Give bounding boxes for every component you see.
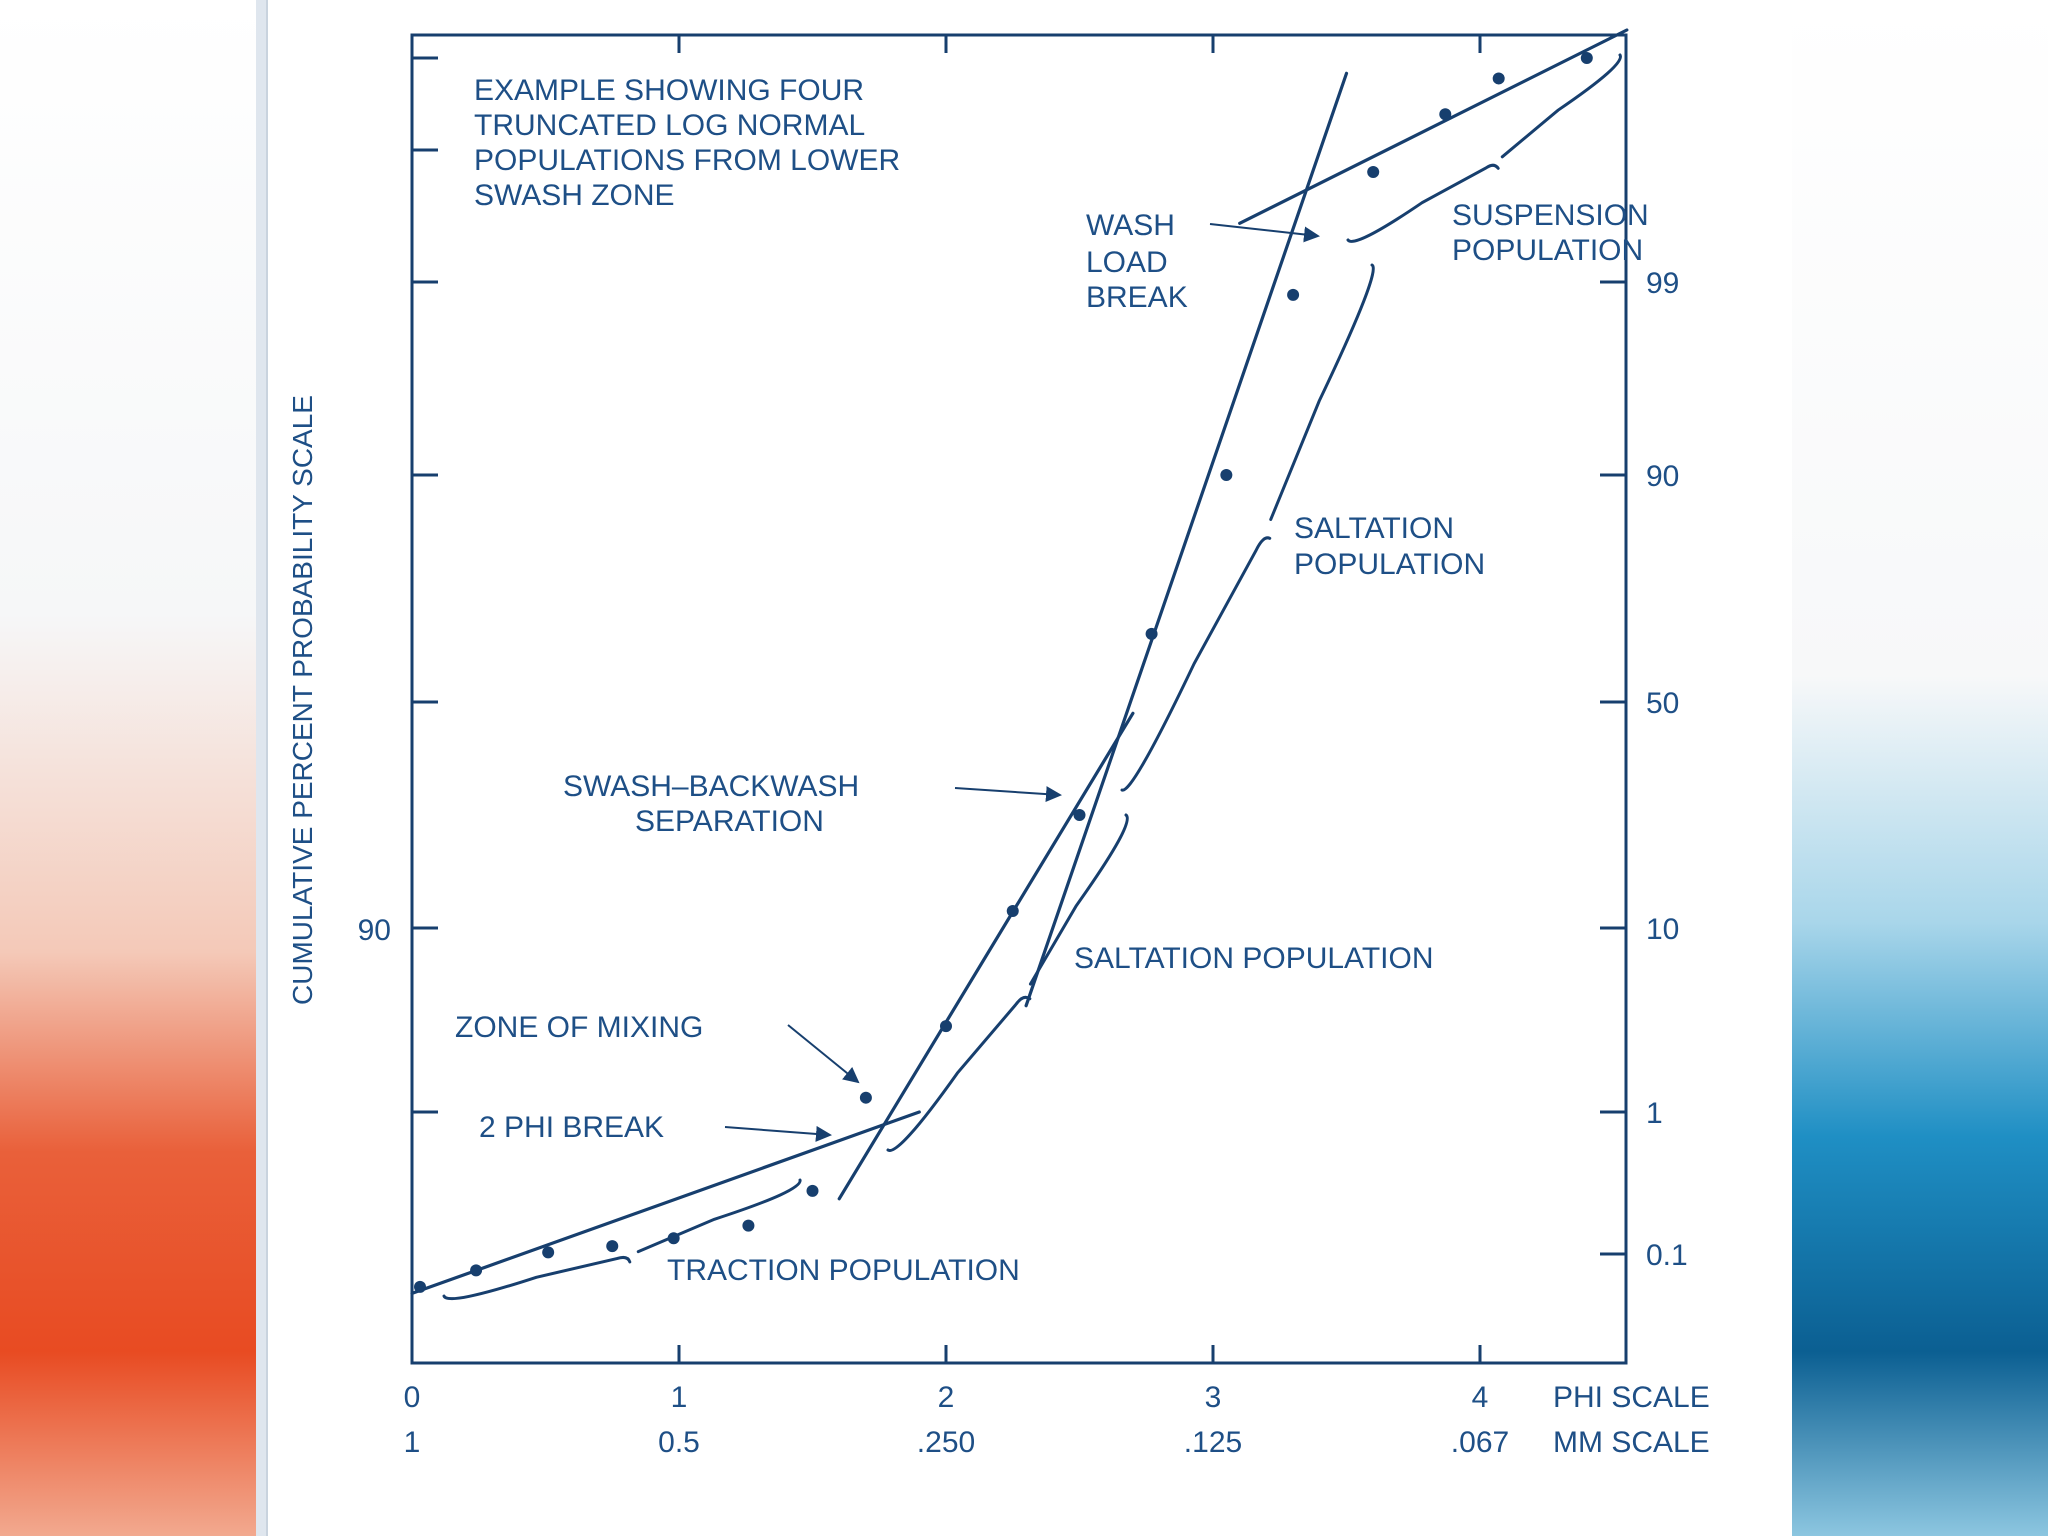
data-point (606, 1240, 619, 1253)
slide (256, 0, 1792, 1536)
saltation-population-upper-line-2: POPULATION (1294, 548, 1485, 581)
background-left-swoosh (0, 0, 256, 1536)
data-point (1439, 108, 1452, 121)
y-tick-label-left: 90 (358, 914, 391, 947)
population-brace (442, 1178, 802, 1301)
saltation-population-upper-line-1: SALTATION (1294, 512, 1454, 545)
data-point (1073, 809, 1086, 821)
y-tick-label-right: 90 (1646, 460, 1679, 493)
x-tick-labels: 0 1 1 0.5 2 .250 3 .125 4 .067 (404, 1381, 1510, 1459)
fit-line (1238, 28, 1629, 225)
y-axis-label: CUMULATIVE PERCENT PROBABILITY SCALE (287, 395, 318, 1005)
y-tick-label-right: 10 (1646, 913, 1679, 946)
y-tick-label-right: 99 (1646, 267, 1679, 300)
data-point (1006, 905, 1019, 918)
x-tick-label-mm: .250 (917, 1426, 975, 1459)
fit-lines (410, 28, 1629, 1296)
title-line-3: POPULATIONS FROM LOWER (474, 144, 900, 177)
suspension-population-line-1: SUSPENSION (1452, 199, 1649, 232)
data-point (1367, 166, 1380, 178)
zone-of-mixing-label: ZONE OF MIXING (455, 1011, 703, 1044)
data-point (1145, 627, 1158, 640)
data-point (1220, 469, 1233, 481)
data-point (1580, 52, 1593, 64)
annotation-arrow (954, 786, 1062, 803)
two-phi-break-label: 2 PHI BREAK (479, 1111, 664, 1144)
population-brace (886, 813, 1129, 1152)
annotation-arrow (1209, 223, 1320, 243)
annotation-pointers (724, 223, 1320, 1142)
swash-backwash-line-2: SEPARATION (635, 805, 824, 838)
traction-population-label: TRACTION POPULATION (667, 1254, 1020, 1287)
data-point (414, 1280, 427, 1293)
mm-scale-label: MM SCALE (1553, 1426, 1710, 1459)
plot-frame (410, 33, 1628, 1365)
annotation-labels: TRACTION POPULATION SALTATION POPULATION… (455, 199, 1649, 1287)
x-tick-label-mm: 1 (404, 1426, 421, 1459)
data-point (859, 1091, 872, 1104)
background-right-swoosh (1792, 0, 2048, 1536)
fit-line (410, 1110, 921, 1296)
title-line-4: SWASH ZONE (474, 179, 675, 212)
saltation-population-label: SALTATION POPULATION (1074, 942, 1434, 975)
fit-line (837, 711, 1135, 1201)
data-point (742, 1219, 755, 1232)
annotation-arrow (724, 1125, 832, 1142)
x-tick-label-phi: 3 (1205, 1381, 1222, 1414)
annotation-arrow (787, 1024, 860, 1084)
data-points (414, 52, 1593, 1293)
data-point (542, 1246, 555, 1259)
x-tick-label-phi: 0 (404, 1381, 421, 1414)
y-tick-labels: 0.1 1 10 50 90 99 90 (358, 267, 1688, 1272)
x-tick-label-mm: .067 (1451, 1426, 1509, 1459)
title-line-1: EXAMPLE SHOWING FOUR (474, 74, 864, 107)
data-point (940, 1020, 952, 1033)
wash-load-break-line-2: LOAD (1086, 246, 1168, 279)
x-tick-label-phi: 1 (671, 1381, 688, 1414)
data-point (470, 1264, 483, 1277)
data-point (1287, 288, 1300, 301)
wash-load-break-line-1: WASH (1086, 209, 1175, 242)
fit-line (1024, 71, 1349, 1008)
data-point (1492, 72, 1505, 85)
x-tick-label-phi: 4 (1472, 1381, 1489, 1414)
swash-backwash-line-1: SWASH–BACKWASH (563, 770, 859, 803)
x-tick-label-mm: .125 (1184, 1426, 1242, 1459)
data-point (667, 1232, 680, 1245)
wash-load-break-line-3: BREAK (1086, 281, 1188, 314)
phi-scale-label: PHI SCALE (1553, 1381, 1710, 1414)
y-tick-label-right: 50 (1646, 687, 1679, 720)
x-tick-label-mm: 0.5 (658, 1426, 700, 1459)
suspension-population-line-2: POPULATION (1452, 234, 1643, 267)
title-line-2: TRUNCATED LOG NORMAL (474, 109, 865, 142)
data-point (806, 1184, 819, 1197)
x-tick-label-phi: 2 (938, 1381, 955, 1414)
frame-ticks (410, 35, 1626, 1363)
population-brace (1346, 53, 1622, 243)
y-tick-label-right: 0.1 (1646, 1239, 1688, 1272)
y-tick-label-right: 1 (1646, 1097, 1663, 1130)
population-braces (442, 53, 1622, 1301)
chart-title: EXAMPLE SHOWING FOUR TRUNCATED LOG NORMA… (474, 74, 900, 212)
population-brace (1120, 263, 1375, 792)
